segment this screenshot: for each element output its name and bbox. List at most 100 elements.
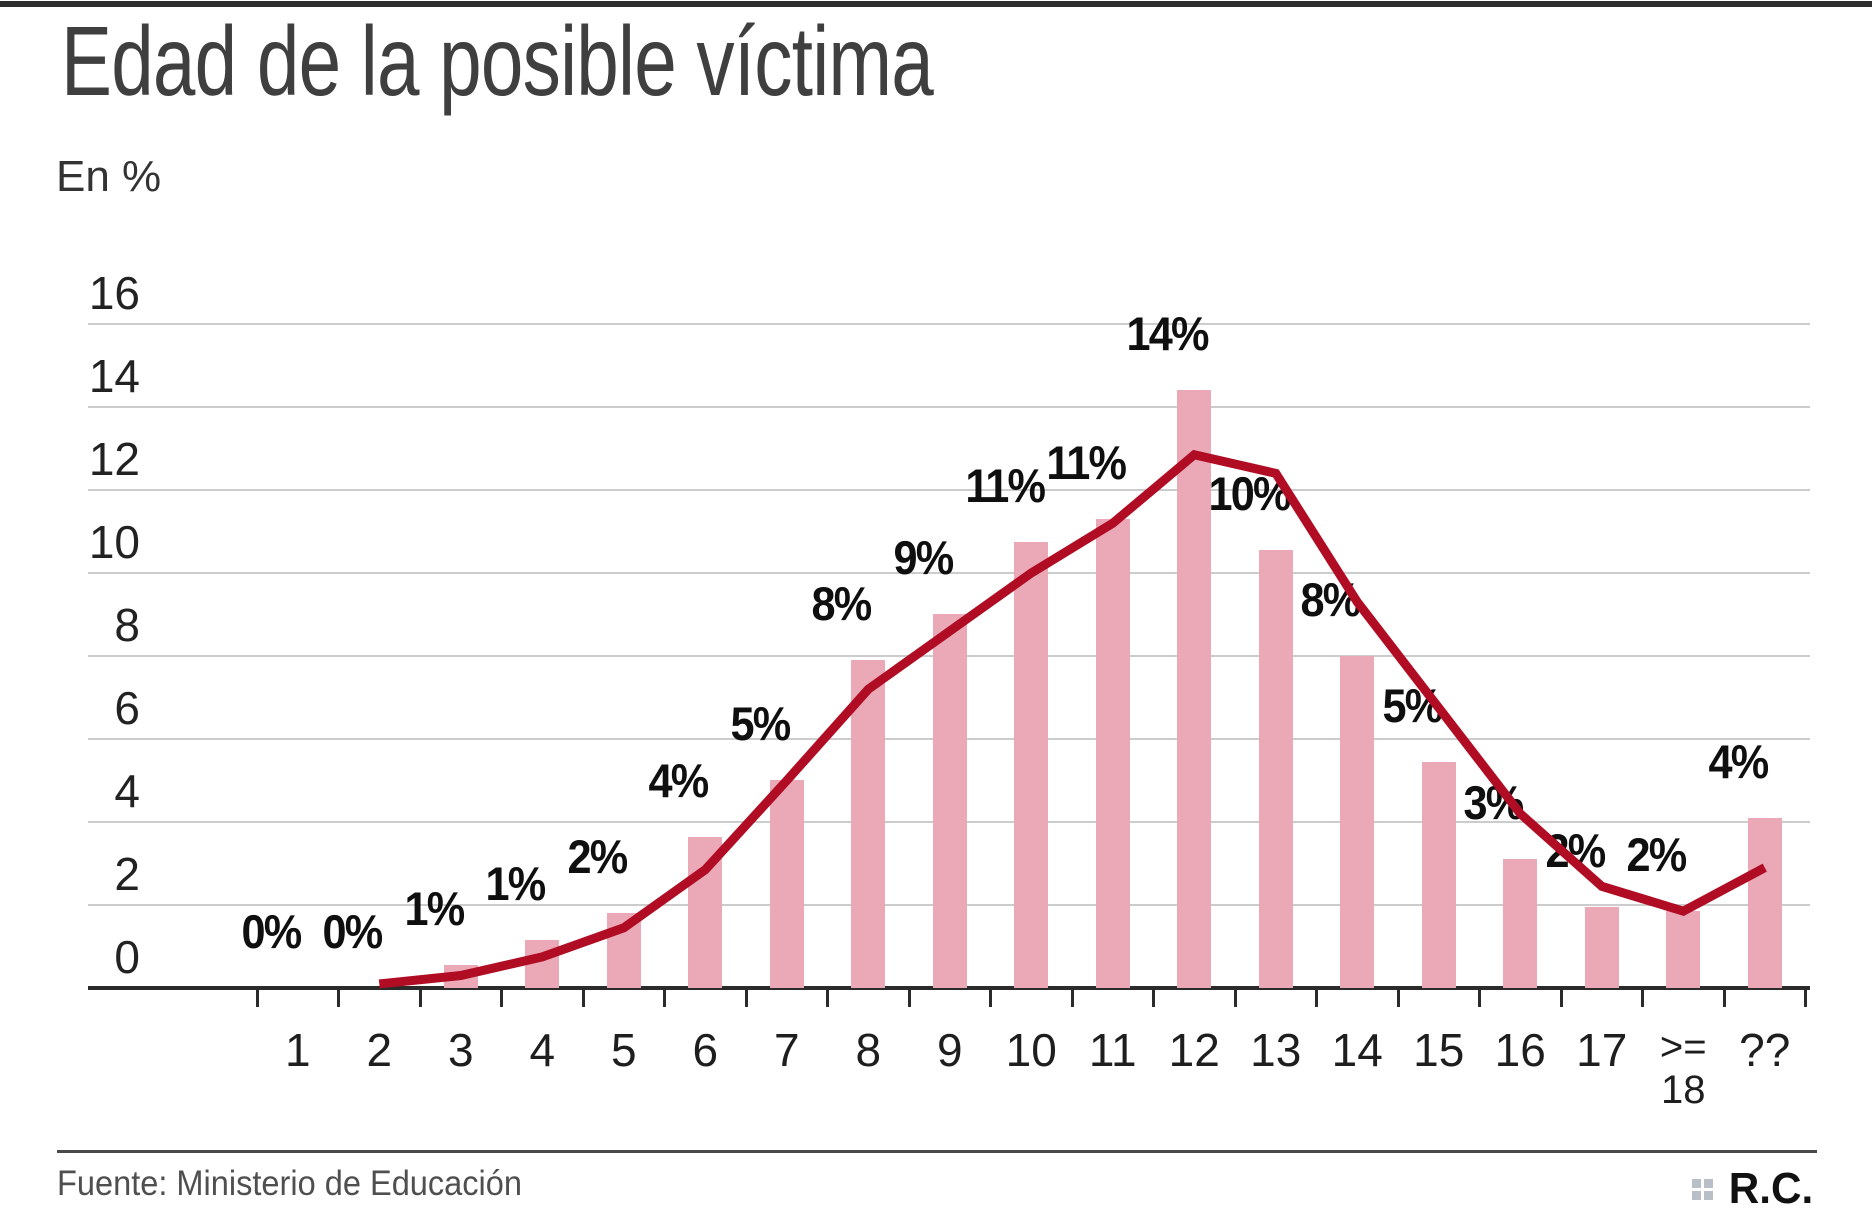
axis-tick-mark [255,990,259,1007]
bar [1095,519,1130,988]
x-axis-label: 5 [610,1024,637,1076]
y-axis-unit-label: En % [56,152,162,201]
x-axis-label: 12 [1168,1024,1220,1076]
bar-value-text: 4% [648,754,710,807]
bar-value-label: 9% [843,534,1003,581]
bar-value-text: 0% [241,905,302,958]
top-accent-bar [0,1,1872,7]
grid-line [88,323,1810,325]
bar [1666,911,1701,988]
axis-tick-mark [826,990,829,1007]
axis-tick-mark [989,990,992,1007]
footer-divider [57,1150,1817,1153]
axis-tick-mark [418,990,422,1007]
bar [1747,818,1782,988]
bar-value-text: 8% [1300,573,1362,626]
y-axis-label: 2 [114,848,140,900]
axis-tick-mark [1478,990,1481,1007]
bar-value-label: 2% [517,833,677,880]
bar [1584,907,1619,988]
bar-value-label: 0% [272,908,432,955]
axis-tick-mark [663,990,666,1007]
bar-value-text: 3% [1463,776,1525,829]
bar [851,660,886,988]
bar [769,780,804,988]
x-axis-label: 14 [1331,1024,1383,1076]
axis-tick-mark [1396,990,1400,1007]
bar-value-label: 8% [1250,576,1410,623]
axis-tick-mark [1722,990,1726,1007]
y-axis-label: 6 [114,682,140,734]
bar-value-text: 5% [730,697,791,750]
axis-tick-mark [500,990,503,1007]
bar [932,614,967,988]
axis-tick-mark [337,990,340,1007]
x-axis-label: 2 [366,1024,393,1076]
x-axis-label: 16 [1494,1024,1546,1076]
bar-value-label: 5% [1332,682,1492,729]
bar [1014,542,1049,988]
y-axis-label: 14 [88,350,140,402]
bar-value-text: 11% [1046,436,1126,489]
axis-tick-mark [1641,990,1644,1007]
axis-tick-mark [1559,990,1563,1007]
bar [525,940,560,988]
bar-value-label: 4% [598,757,758,804]
bar [443,965,478,988]
bar-value-text: 8% [811,577,873,630]
x-axis-label: 4 [529,1024,556,1076]
bar-value-label: 14% [1087,310,1247,357]
x-axis-label: ?? [1739,1024,1791,1076]
source-credit: Fuente: Ministerio de Educación [57,1164,522,1203]
bar-value-label: 5% [680,700,840,747]
chart-title: Edad de la posible víctima [61,6,934,116]
axis-tick-mark [1152,990,1155,1007]
logo-squares-icon [1692,1178,1713,1200]
bar-value-label: 0% [191,908,351,955]
bar-value-label: 8% [761,580,921,627]
bar-value-text: 2% [567,830,628,883]
axis-tick-mark [1070,990,1074,1007]
y-axis-label: 0 [114,931,140,983]
x-axis-label: 7 [773,1024,800,1076]
bar-value-text: 0% [322,905,384,958]
x-axis-label: >= 18 [1659,1025,1707,1113]
x-axis-label: 13 [1250,1024,1302,1076]
bar-value-text: 5% [1382,679,1443,732]
axis-tick-mark [1804,990,1807,1007]
bar-value-text: 2% [1626,828,1688,881]
brand-logo: R.C. [1692,1164,1815,1214]
bar-value-text: 10% [1208,467,1291,520]
bar-value-label: 10% [1169,470,1329,517]
bar-value-text: 9% [893,531,954,584]
axis-tick-mark [581,990,585,1007]
bar-value-label: 4% [1658,738,1818,785]
x-axis-label: 1 [284,1024,311,1076]
bar-value-label: 3% [1413,779,1573,826]
x-axis-label: 6 [692,1024,719,1076]
bar [688,837,723,988]
bar [606,913,641,988]
y-axis-label: 4 [114,765,140,817]
axis-tick-mark [1233,990,1237,1007]
x-axis-label: 3 [447,1024,474,1076]
y-axis-label: 12 [88,433,140,485]
y-axis-label: 8 [114,599,140,651]
axis-tick-mark [744,990,748,1007]
bar-value-label: 2% [1576,831,1736,878]
x-axis-label: 10 [1005,1024,1057,1076]
y-axis-label: 16 [88,267,140,319]
grid-line [88,406,1810,408]
bar-value-text: 4% [1708,735,1769,788]
x-axis-label: 8 [855,1024,882,1076]
bar [1503,859,1538,988]
x-axis-label: 15 [1413,1024,1465,1076]
bar-value-text: 14% [1126,307,1210,360]
x-axis-label: 17 [1576,1024,1628,1076]
logo-text: R.C. [1728,1164,1814,1213]
y-axis-label: 10 [88,516,140,568]
axis-tick-mark [1315,990,1318,1007]
x-axis-label: 11 [1088,1024,1137,1076]
bar-value-label: 11% [1006,439,1166,486]
